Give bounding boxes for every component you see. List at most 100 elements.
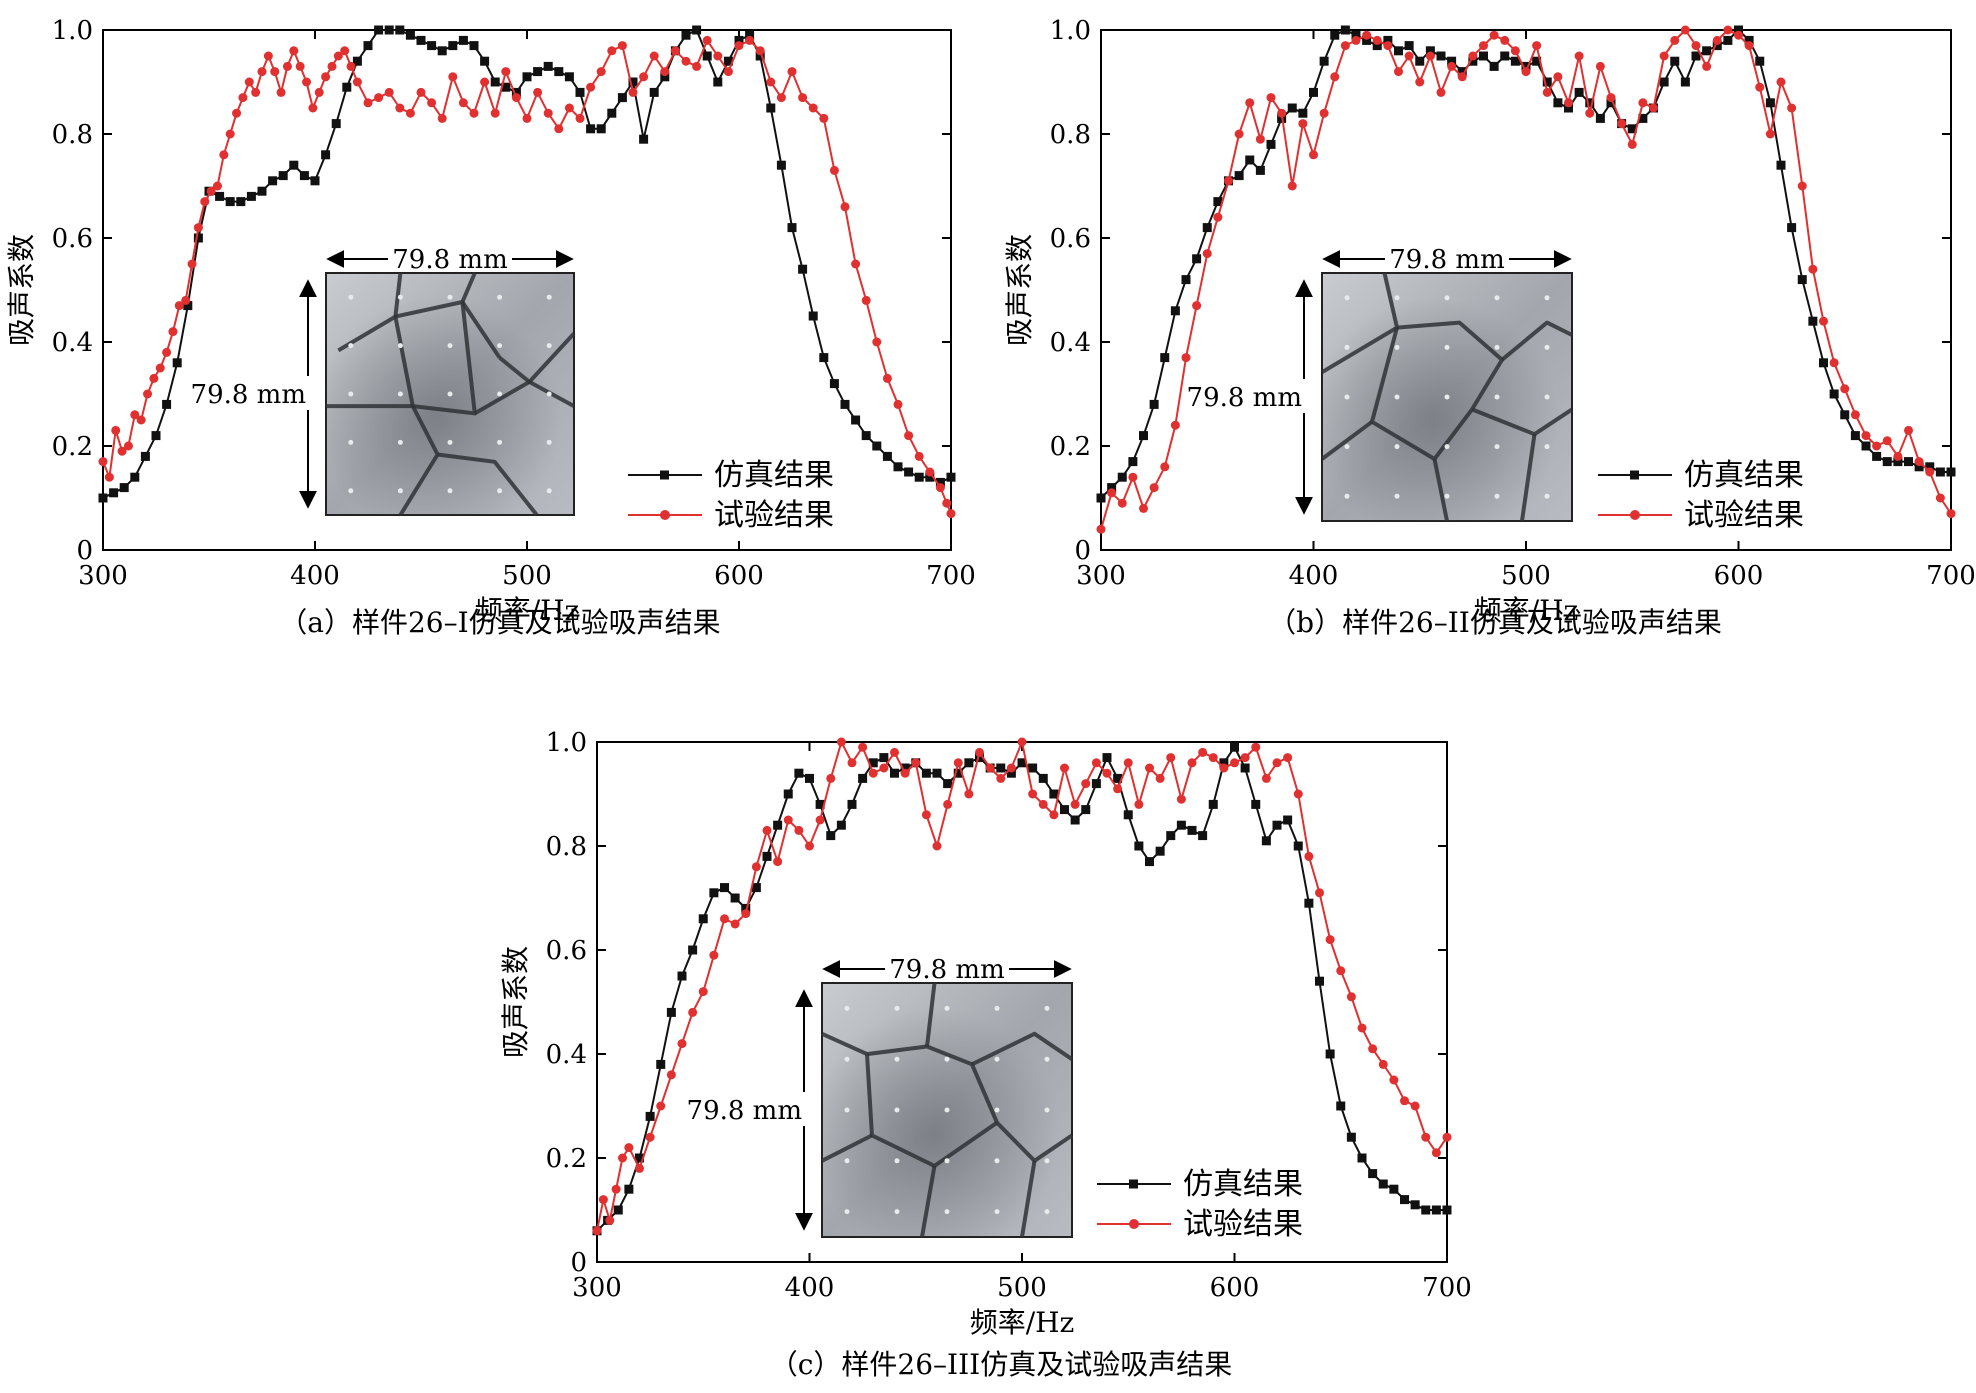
data-point [1378, 1059, 1388, 1069]
y-tick-label: 1.0 [52, 16, 93, 46]
data-point [741, 909, 751, 919]
data-point [1319, 108, 1329, 118]
plate-hole [546, 343, 552, 349]
plate-hole [1044, 1209, 1050, 1215]
data-point [346, 61, 356, 71]
data-point [1383, 35, 1393, 45]
x-axis-label: 频率/Hz [1474, 594, 1579, 627]
cell-boundary [1432, 458, 1449, 522]
data-point [794, 768, 804, 778]
data-point [1617, 119, 1627, 129]
plate-hole [1544, 295, 1550, 301]
data-point [427, 41, 437, 51]
cell-boundary [1396, 320, 1504, 411]
data-point [1070, 799, 1080, 809]
data-point [975, 747, 984, 757]
data-point [720, 914, 729, 924]
data-point [1155, 773, 1165, 783]
data-point [847, 758, 857, 768]
data-point [1606, 93, 1616, 103]
data-point [1521, 67, 1531, 77]
data-point [1829, 389, 1839, 399]
data-point [1787, 223, 1797, 233]
data-point [611, 1184, 621, 1194]
data-point [921, 810, 931, 820]
data-point [1542, 87, 1552, 97]
data-point [246, 191, 256, 201]
data-point [1840, 384, 1850, 394]
data-point [702, 51, 712, 61]
data-point [1532, 56, 1542, 66]
data-point [1564, 98, 1573, 108]
legend-marker-simulation [1630, 470, 1639, 480]
plate-hole [447, 391, 453, 397]
data-point [1457, 72, 1467, 82]
data-point [1734, 30, 1743, 40]
data-point [617, 93, 627, 103]
data-point [586, 124, 596, 134]
data-point [649, 51, 659, 61]
data-point [1489, 61, 1499, 71]
plate-hole [1544, 493, 1550, 499]
data-point [635, 1163, 644, 1173]
cell-boundary [865, 1053, 999, 1168]
y-tick-label: 0.8 [52, 120, 93, 150]
data-point [645, 1132, 655, 1142]
data-point [1649, 103, 1658, 113]
data-point [964, 758, 974, 768]
data-point [1553, 98, 1563, 108]
data-point [363, 98, 373, 108]
data-point [1293, 841, 1303, 851]
data-point [1234, 171, 1244, 181]
data-point [469, 41, 479, 51]
plate-hole [546, 488, 552, 494]
data-point [1447, 61, 1457, 71]
data-point [1149, 483, 1159, 493]
legend-label-experiment: 试验结果 [1183, 1207, 1303, 1242]
plate-hole [447, 488, 453, 494]
data-point [1410, 1101, 1420, 1111]
data-point [1808, 316, 1818, 326]
cell-boundary [326, 404, 440, 517]
data-point [1442, 1205, 1452, 1215]
data-point [858, 742, 868, 752]
y-tick-label: 0.6 [1050, 224, 1091, 254]
data-point [327, 61, 337, 71]
data-point [624, 1143, 634, 1153]
data-point [808, 311, 818, 321]
data-point [469, 108, 479, 118]
plate-hole [994, 1056, 1000, 1062]
plate-hole [397, 343, 403, 349]
data-point [681, 30, 691, 40]
data-point [1170, 420, 1180, 430]
plate-hole [397, 488, 403, 494]
data-point [943, 779, 953, 789]
cell-boundary [1500, 320, 1573, 362]
data-point [1765, 129, 1775, 139]
data-point [374, 93, 384, 103]
data-point [1787, 103, 1797, 113]
data-point [1904, 425, 1913, 435]
data-point [1187, 758, 1197, 768]
data-point [1510, 46, 1520, 56]
data-point [826, 773, 836, 783]
data-point [1893, 451, 1903, 461]
data-point [996, 763, 1006, 773]
data-point [829, 165, 839, 175]
data-point [836, 820, 846, 830]
data-point [1468, 51, 1478, 61]
legend-marker-simulation [1129, 1179, 1138, 1189]
y-tick-label: 1.0 [1050, 16, 1091, 46]
series-experiment [1096, 25, 1956, 534]
data-point [596, 67, 606, 77]
x-tick-label: 600 [714, 561, 764, 591]
chart-panel-c: 300 400 500 600 700 0 0.2 0.4 0.6 0.8 1.0 频率/Hz 吸声系数… [499, 728, 1472, 1381]
data-point [1038, 773, 1048, 783]
data-point [187, 259, 197, 269]
data-point [183, 301, 193, 311]
data-point [1670, 35, 1680, 45]
legend-marker-experiment [1630, 510, 1640, 520]
data-point [1283, 815, 1293, 825]
